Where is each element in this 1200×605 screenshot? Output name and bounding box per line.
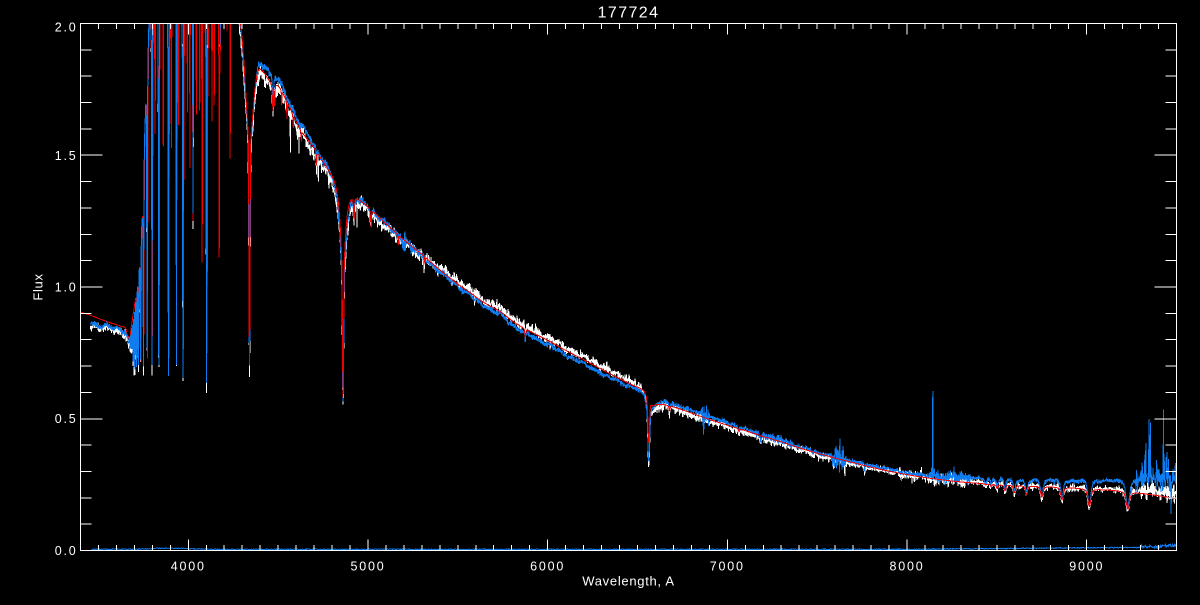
svg-text:7000: 7000 [710, 560, 745, 574]
svg-text:0.0: 0.0 [55, 544, 78, 558]
svg-text:1.5: 1.5 [55, 149, 78, 163]
svg-text:5000: 5000 [350, 560, 385, 574]
svg-text:2.0: 2.0 [55, 21, 78, 35]
svg-text:9000: 9000 [1069, 560, 1104, 574]
svg-text:1.0: 1.0 [55, 281, 78, 295]
svg-text:177724: 177724 [598, 5, 660, 22]
svg-text:4000: 4000 [171, 560, 206, 574]
svg-text:6000: 6000 [530, 560, 565, 574]
svg-text:Flux: Flux [31, 273, 46, 300]
svg-text:8000: 8000 [889, 560, 924, 574]
svg-text:0.5: 0.5 [55, 412, 78, 426]
svg-text:Wavelength, A: Wavelength, A [582, 574, 674, 589]
